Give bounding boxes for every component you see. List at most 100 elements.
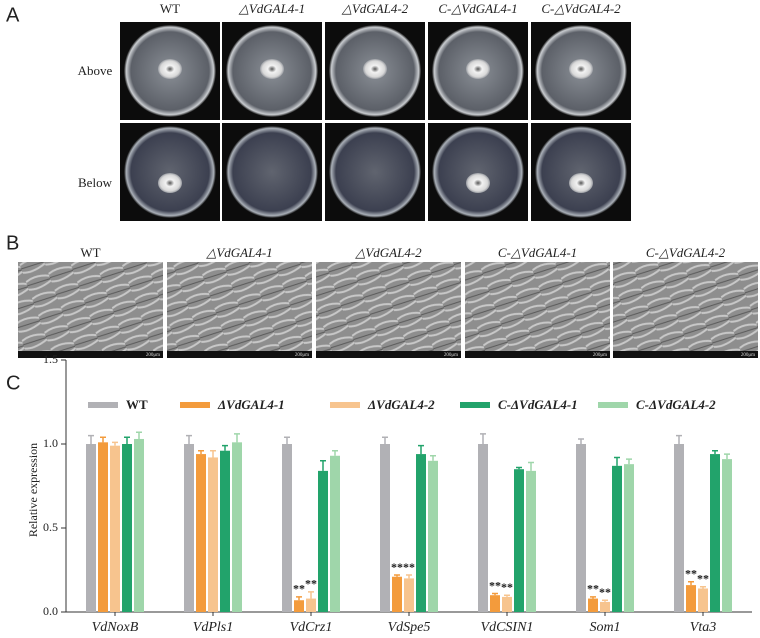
bar [428, 460, 438, 612]
legend-label: ΔVdGAL4-1 [217, 397, 285, 412]
scale-label: 200μm [146, 353, 160, 358]
bar [502, 596, 512, 612]
column-label: △VdGAL4-2 [341, 1, 409, 16]
error-bar [210, 449, 216, 458]
scale-label: 200μm [593, 353, 607, 358]
legend-label: WT [126, 397, 148, 412]
error-bar [712, 449, 718, 455]
error-bar [332, 449, 338, 456]
sem-info-bar [613, 351, 758, 358]
panel-label: B [6, 232, 19, 254]
significance: ** [599, 585, 611, 599]
error-bar [504, 594, 510, 597]
x-tick-label: Som1 [589, 620, 620, 635]
panel-label: A [6, 4, 20, 26]
bar [722, 459, 732, 612]
error-bar [112, 441, 118, 446]
bar [184, 444, 194, 612]
error-bar [578, 438, 584, 444]
column-label: WT [80, 245, 100, 260]
y-tick-label: 0.5 [43, 520, 58, 534]
error-bar [418, 444, 424, 455]
error-bar [492, 592, 498, 596]
sem-image [167, 262, 312, 358]
error-bar [382, 436, 388, 444]
error-bar [590, 596, 596, 599]
significance: ** [403, 560, 415, 574]
row-label: Below [78, 175, 113, 190]
error-bar [320, 460, 326, 471]
error-bar [516, 466, 522, 470]
bar [588, 598, 598, 612]
significance: ** [697, 572, 709, 586]
legend-label: C-ΔVdGAL4-2 [636, 397, 716, 412]
significance: ** [293, 582, 305, 596]
sem-image [613, 262, 758, 358]
error-bar [614, 456, 620, 466]
significance: ** [305, 577, 317, 591]
x-tick-label: Vta3 [690, 620, 716, 635]
error-bar [724, 453, 730, 460]
y-axis-label: Relative expression [26, 443, 40, 537]
scale-label: 200μm [295, 353, 309, 358]
panel-label: C [6, 372, 20, 394]
sem-info-bar [18, 351, 163, 358]
bar [710, 454, 720, 612]
column-label: C-△VdGAL4-1 [498, 245, 577, 260]
bar [624, 464, 634, 612]
bar [306, 598, 316, 612]
sem-info-bar [167, 351, 312, 358]
error-bar [284, 436, 290, 444]
petri-dish [535, 126, 627, 218]
column-label: △VdGAL4-1 [238, 1, 305, 16]
significance: ** [489, 578, 501, 592]
error-bar [602, 599, 608, 602]
significance: ** [501, 580, 513, 594]
error-bar [406, 574, 412, 579]
row-label: Above [78, 63, 113, 78]
error-bar [676, 434, 682, 444]
error-bar [626, 458, 632, 465]
bar [196, 454, 206, 612]
bar [232, 442, 242, 612]
bar [478, 444, 488, 612]
bar [416, 454, 426, 612]
bar [318, 470, 328, 612]
error-bar [528, 461, 534, 471]
bar [490, 595, 500, 612]
colony [260, 59, 284, 79]
legend-label: C-ΔVdGAL4-1 [498, 397, 578, 412]
bar [330, 455, 340, 612]
colony [569, 173, 593, 193]
colony [158, 173, 182, 193]
column-label: WT [160, 1, 180, 16]
bar [220, 450, 230, 612]
significance: ** [391, 560, 403, 574]
colony [466, 59, 490, 79]
sem-image [316, 262, 461, 358]
bar [698, 588, 708, 612]
y-tick-label: 1.5 [43, 352, 58, 366]
bar [134, 438, 144, 612]
y-tick-label: 0.0 [43, 604, 58, 618]
x-tick-label: VdCrz1 [290, 620, 333, 635]
bar [122, 444, 132, 612]
bar [392, 576, 402, 612]
error-bar [430, 455, 436, 461]
column-label: C-△VdGAL4-2 [646, 245, 726, 260]
bar [514, 469, 524, 612]
error-bar [88, 434, 94, 444]
bar [98, 442, 108, 612]
sem-info-bar [465, 351, 610, 358]
bar [282, 444, 292, 612]
bar [86, 444, 96, 612]
bar [208, 457, 218, 612]
colony [466, 173, 490, 193]
bar [600, 601, 610, 612]
x-tick-label: VdSpe5 [388, 620, 431, 635]
scale-label: 200μm [741, 353, 755, 358]
error-bar [394, 574, 400, 577]
error-bar [688, 581, 694, 586]
colony [569, 59, 593, 79]
